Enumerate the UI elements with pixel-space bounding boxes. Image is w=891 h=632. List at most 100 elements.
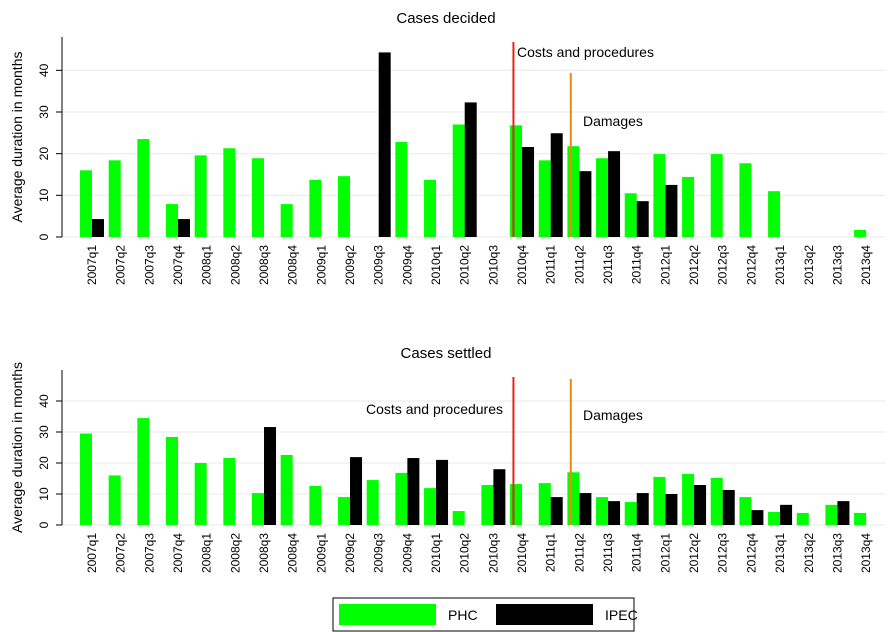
x-tick-label: 2013q4 [859, 533, 873, 573]
x-tick-label: 2009q3 [372, 533, 386, 573]
bar [481, 485, 494, 525]
bar [710, 477, 723, 525]
x-tick-label: 2010q1 [429, 245, 443, 285]
x-tick-label: 2012q2 [687, 245, 701, 285]
x-tick-label: 2011q2 [572, 245, 586, 284]
x-tick-label: 2012q2 [687, 533, 701, 573]
bar [596, 158, 609, 237]
bar [854, 512, 867, 525]
x-tick-label: 2011q3 [601, 533, 615, 572]
x-tick-label: 2008q2 [228, 245, 242, 285]
bar [550, 497, 563, 525]
x-tick-label: 2009q1 [314, 533, 328, 573]
bar [194, 155, 207, 237]
bar [624, 502, 637, 525]
x-tick-label: 2011q1 [544, 533, 558, 572]
bar [837, 501, 850, 525]
bar [665, 184, 678, 237]
bar [166, 204, 179, 237]
legend-swatch [339, 604, 436, 625]
x-tick-label: 2012q1 [658, 533, 672, 573]
bar [768, 511, 781, 525]
x-tick-label: 2009q2 [343, 533, 357, 573]
y-tick-label: 10 [37, 188, 51, 202]
bar [137, 418, 150, 525]
x-tick-label: 2009q1 [314, 245, 328, 285]
bar [280, 204, 293, 237]
bar [395, 472, 408, 525]
x-tick-label: 2011q3 [601, 245, 615, 284]
bar [252, 158, 265, 237]
x-tick-label: 2012q3 [716, 245, 730, 285]
y-tick-label: 0 [37, 521, 51, 528]
bar [665, 494, 678, 525]
bar [252, 493, 265, 525]
bar [510, 125, 523, 237]
x-tick-label: 2012q3 [716, 533, 730, 573]
x-tick-label: 2008q1 [200, 533, 214, 573]
bar [682, 177, 695, 237]
bar [510, 484, 523, 525]
x-tick-label: 2008q1 [200, 245, 214, 285]
bar [338, 497, 351, 525]
y-tick-label: 30 [37, 425, 51, 439]
bar [424, 488, 437, 525]
x-tick-label: 2013q4 [859, 245, 873, 285]
y-tick-label: 10 [37, 487, 51, 501]
x-tick-label: 2007q1 [85, 245, 99, 285]
x-tick-label: 2008q3 [257, 533, 271, 573]
x-tick-label: 2011q1 [544, 245, 558, 284]
x-tick-label: 2007q3 [142, 533, 156, 573]
legend-label: PHC [448, 607, 478, 623]
x-tick-label: 2012q4 [744, 533, 758, 573]
bar [796, 512, 809, 525]
bar [338, 176, 351, 237]
bar [636, 493, 649, 525]
bar [407, 458, 420, 525]
y-tick-label: 30 [37, 105, 51, 119]
y-tick-label: 0 [37, 233, 51, 240]
x-tick-label: 2008q2 [228, 533, 242, 573]
x-tick-label: 2013q3 [830, 533, 844, 573]
bar [80, 433, 92, 525]
bar [739, 497, 752, 525]
bar [395, 142, 408, 237]
bar [538, 160, 551, 237]
x-tick-label: 2010q4 [515, 533, 529, 573]
x-tick-label: 2010q1 [429, 533, 443, 573]
x-tick-label: 2012q4 [744, 245, 758, 285]
x-tick-label: 2007q3 [142, 245, 156, 285]
bar [768, 191, 781, 237]
bar [694, 485, 707, 525]
bar [522, 147, 535, 237]
x-tick-label: 2010q4 [515, 245, 529, 285]
y-axis-label: Average duration in months [9, 362, 25, 533]
bar [309, 179, 322, 237]
y-axis-label: Average duration in months [9, 52, 25, 223]
bar [739, 163, 752, 237]
bar [722, 489, 735, 525]
bar [780, 504, 793, 525]
bar [309, 485, 322, 525]
bar [653, 476, 666, 525]
bar [653, 154, 666, 237]
bar [452, 124, 465, 237]
y-tick-label: 40 [37, 63, 51, 77]
bar [280, 454, 293, 525]
bar [178, 219, 191, 237]
bar [80, 170, 92, 237]
bar [608, 151, 621, 237]
bar [751, 510, 764, 525]
annotation: Damages [583, 407, 643, 423]
bar [596, 497, 609, 525]
bar [108, 475, 121, 525]
bar [424, 179, 437, 237]
bar [825, 504, 838, 525]
bar [223, 458, 236, 525]
bar [854, 229, 867, 237]
bar [636, 201, 649, 237]
x-tick-label: 2013q1 [773, 245, 787, 285]
bar [350, 457, 363, 525]
